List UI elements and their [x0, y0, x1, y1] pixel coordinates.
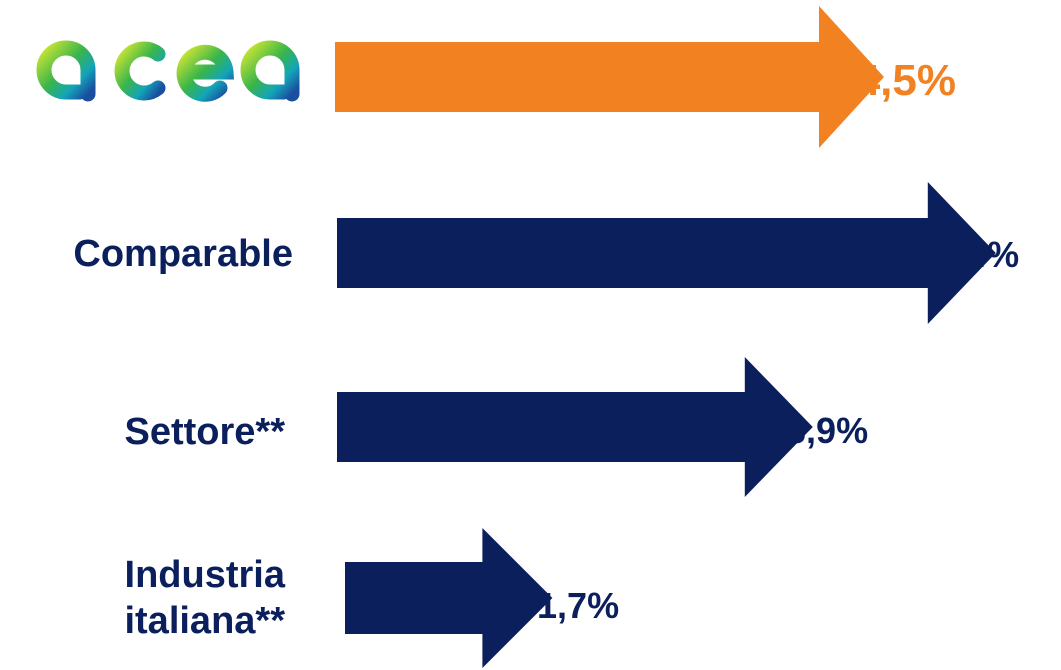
value-label-comparable: +5,4% [916, 234, 1020, 275]
value-label-industria-italiana: +1,7% [516, 585, 620, 626]
acea-logo [36, 40, 300, 102]
arrow-bars [335, 6, 996, 668]
value-label-acea: +4,5% [830, 56, 956, 105]
arrow-bar-1 [337, 182, 996, 324]
arrow-bar-2 [337, 357, 813, 497]
arrow-bar-0 [335, 6, 884, 148]
arrow-bar-3 [345, 528, 553, 668]
category-label-industria-italiana: Industria italiana** [124, 554, 285, 642]
category-label-settore: Settore** [124, 411, 286, 453]
category-label-comparable: Comparable [73, 233, 293, 275]
value-label-settore: +3,9% [765, 410, 869, 451]
